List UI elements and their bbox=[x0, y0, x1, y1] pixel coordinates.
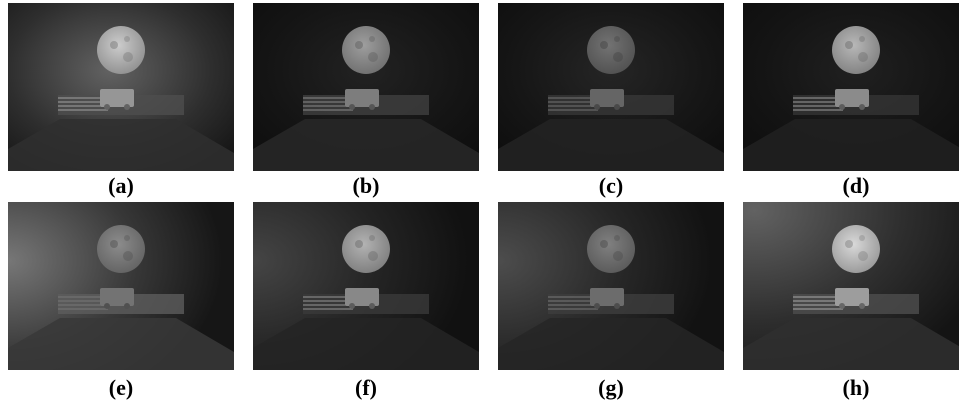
moon bbox=[342, 26, 390, 74]
floor bbox=[498, 119, 724, 171]
night-scene-image bbox=[253, 202, 479, 370]
night-scene-image bbox=[8, 3, 234, 171]
car-wheel bbox=[369, 104, 375, 110]
moon bbox=[832, 225, 880, 273]
photo-panel-c bbox=[498, 3, 724, 171]
moon-crater bbox=[845, 41, 853, 49]
car-body bbox=[345, 288, 379, 306]
car-wheel bbox=[594, 303, 600, 309]
moon-crater bbox=[614, 235, 620, 241]
night-scene-image bbox=[498, 202, 724, 370]
caption-f: (f) bbox=[355, 375, 377, 400]
car-wheel bbox=[124, 104, 130, 110]
car-body bbox=[345, 89, 379, 107]
car-wheel bbox=[349, 104, 355, 110]
moon-crater bbox=[355, 240, 363, 248]
moon bbox=[587, 26, 635, 74]
moon bbox=[97, 225, 145, 273]
photo-panel-e bbox=[8, 202, 234, 370]
moon-crater bbox=[110, 41, 118, 49]
moon-crater bbox=[600, 240, 608, 248]
moon bbox=[587, 225, 635, 273]
photo-panel-f bbox=[253, 202, 479, 370]
moon-crater bbox=[613, 52, 623, 62]
car-wheel bbox=[614, 303, 620, 309]
caption-a: (a) bbox=[108, 173, 134, 198]
moon-crater bbox=[368, 52, 378, 62]
floor bbox=[8, 318, 234, 370]
moon-crater bbox=[368, 251, 378, 261]
moon-crater bbox=[845, 240, 853, 248]
caption-g: (g) bbox=[598, 375, 624, 400]
car-wheel bbox=[859, 104, 865, 110]
night-scene-image bbox=[743, 202, 959, 370]
moon-crater bbox=[858, 52, 868, 62]
moon-crater bbox=[859, 36, 865, 42]
moon-crater bbox=[614, 36, 620, 42]
floor bbox=[8, 119, 234, 171]
car-wheel bbox=[124, 303, 130, 309]
photo-panel-b bbox=[253, 3, 479, 171]
moon-crater bbox=[858, 251, 868, 261]
moon-crater bbox=[123, 52, 133, 62]
moon-crater bbox=[355, 41, 363, 49]
moon bbox=[832, 26, 880, 74]
car-body bbox=[835, 288, 869, 306]
car-wheel bbox=[349, 303, 355, 309]
car-wheel bbox=[594, 104, 600, 110]
night-scene-image bbox=[8, 202, 234, 370]
car-body bbox=[835, 89, 869, 107]
caption-d: (d) bbox=[842, 173, 870, 198]
night-scene-image bbox=[498, 3, 724, 171]
car-wheel bbox=[614, 104, 620, 110]
car-wheel bbox=[859, 303, 865, 309]
moon bbox=[97, 26, 145, 74]
floor bbox=[498, 318, 724, 370]
photo-panel-h bbox=[743, 202, 959, 370]
photo-panel-g bbox=[498, 202, 724, 370]
car-wheel bbox=[104, 104, 110, 110]
moon bbox=[342, 225, 390, 273]
caption-c: (c) bbox=[598, 173, 624, 198]
photo-panel-d bbox=[743, 3, 959, 171]
car-body bbox=[100, 288, 134, 306]
car-wheel bbox=[369, 303, 375, 309]
night-scene-image bbox=[253, 3, 479, 171]
photo-panel-a bbox=[8, 3, 234, 171]
caption-e: (e) bbox=[108, 375, 134, 400]
car-wheel bbox=[839, 104, 845, 110]
caption-h: (h) bbox=[842, 375, 870, 400]
floor bbox=[743, 318, 959, 370]
car-body bbox=[590, 288, 624, 306]
moon-crater bbox=[124, 36, 130, 42]
moon-crater bbox=[110, 240, 118, 248]
moon-crater bbox=[600, 41, 608, 49]
moon-crater bbox=[124, 235, 130, 241]
car-body bbox=[590, 89, 624, 107]
car-wheel bbox=[839, 303, 845, 309]
car-wheel bbox=[104, 303, 110, 309]
caption-b: (b) bbox=[352, 173, 380, 198]
night-scene-image bbox=[743, 3, 959, 171]
floor bbox=[743, 119, 959, 171]
moon-crater bbox=[369, 235, 375, 241]
moon-crater bbox=[123, 251, 133, 261]
floor bbox=[253, 119, 479, 171]
moon-crater bbox=[859, 235, 865, 241]
car-body bbox=[100, 89, 134, 107]
moon-crater bbox=[369, 36, 375, 42]
floor bbox=[253, 318, 479, 370]
moon-crater bbox=[613, 251, 623, 261]
